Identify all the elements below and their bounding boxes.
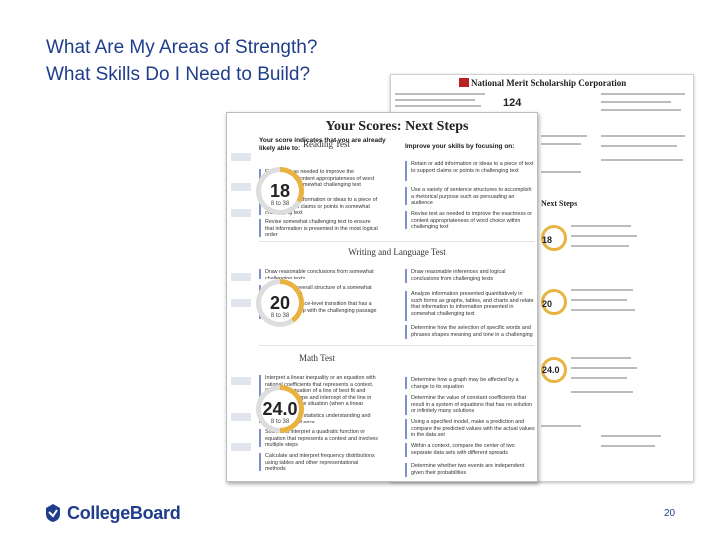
- writing-improve-2: Analyze information presented quantitati…: [405, 291, 535, 321]
- lead-left: Your score indicates that you are alread…: [259, 137, 386, 152]
- back-text-line: [571, 225, 631, 227]
- reading-score: 18: [269, 181, 291, 201]
- back-page-header: National Merit Scholarship Corporation: [471, 78, 627, 88]
- lead-right: Improve your skills by focusing on:: [405, 143, 515, 150]
- reading-score-gauge: [256, 167, 304, 215]
- math-score-range: 8 to 38: [270, 419, 290, 425]
- writing-score-range: 8 to 38: [270, 313, 290, 319]
- slide-title-line-2: What Skills Do I Need to Build?: [46, 64, 311, 85]
- back-score-writing: 20: [542, 299, 553, 309]
- back-text-line: [395, 105, 481, 107]
- back-text-line: [541, 135, 587, 137]
- back-text-line: [601, 101, 671, 103]
- section-divider: [259, 345, 535, 346]
- strip-marker: [231, 413, 251, 421]
- back-text-line: [601, 135, 685, 137]
- writing-score: 20: [269, 293, 291, 313]
- math-improve-1: Determine how a graph may be affected by…: [405, 377, 535, 389]
- math-strength-4: Calculate and interpret frequency distri…: [259, 453, 379, 471]
- back-text-line: [571, 289, 633, 291]
- collegeboard-logo: CollegeBoard: [44, 500, 181, 526]
- next-steps-content: Your Scores: Next Steps Your score indic…: [255, 113, 537, 481]
- writing-score-gauge: [256, 279, 304, 327]
- reading-strength-3: Revise somewhat challenging text to ensu…: [259, 219, 379, 237]
- reading-improve-3: Revise text as needed to improve the exa…: [405, 211, 535, 229]
- back-text-line: [601, 93, 685, 95]
- math-score: 24.0: [262, 399, 298, 419]
- back-text-line: [601, 445, 655, 447]
- reading-improve-2: Use a variety of sentence structures to …: [405, 187, 535, 205]
- back-text-line: [571, 309, 635, 311]
- math-strength-1: Interpret a linear inequality or an equa…: [259, 375, 379, 407]
- back-text-line: [571, 391, 633, 393]
- writing-improve-3: Determine how the selection of specific …: [405, 325, 535, 339]
- back-score-math: 24.0: [542, 365, 560, 375]
- slide-title-line-1: What Are My Areas of Strength?: [46, 37, 318, 58]
- back-text-line: [541, 425, 581, 427]
- back-text-line: [395, 93, 485, 95]
- back-score-gauge: [541, 289, 567, 315]
- strip-marker: [231, 183, 251, 191]
- back-page-section-title: Next Steps: [541, 199, 578, 208]
- doc-title: Your Scores: Next Steps: [325, 119, 469, 134]
- math-improve-2: Determine the value of constant coeffici…: [405, 395, 535, 415]
- reading-improve-1: Retain or add information or ideas to a …: [405, 161, 535, 181]
- section-name-math: Math Test: [299, 353, 335, 363]
- strip-marker: [231, 153, 251, 161]
- back-text-line: [541, 171, 581, 173]
- back-text-line: [601, 159, 683, 161]
- next-steps-page: Your Scores: Next Steps Your score indic…: [226, 112, 538, 482]
- back-text-line: [571, 299, 627, 301]
- back-text-line: [601, 109, 681, 111]
- strip-marker: [231, 443, 251, 451]
- math-strength-3: Solve and interpret a quadratic function…: [259, 429, 379, 447]
- section-name-writing: Writing and Language Test: [348, 247, 446, 257]
- nmsc-logo: [459, 78, 469, 87]
- back-text-line: [571, 357, 631, 359]
- section-divider: [259, 241, 535, 242]
- math-improve-3: Using a specified model, make a predicti…: [405, 419, 535, 439]
- math-improve-4: Within a context, compare the center of …: [405, 443, 535, 457]
- left-margin-strip: [227, 113, 255, 481]
- back-text-line: [601, 435, 661, 437]
- section-name-reading: Reading Test: [303, 139, 350, 149]
- collegeboard-wordmark: CollegeBoard: [67, 502, 181, 523]
- slide-title: What Are My Areas of Strength? What Skil…: [46, 34, 406, 88]
- reading-score-range: 8 to 38: [270, 201, 290, 207]
- writing-strength-1: Draw reasonable conclusions from somewha…: [259, 269, 379, 279]
- acorn-icon: [46, 504, 60, 522]
- back-score-gauge: [541, 225, 567, 251]
- page-number: 20: [664, 508, 676, 519]
- back-page-score: 124: [503, 97, 522, 109]
- strip-marker: [231, 273, 251, 281]
- math-improve-5: Determine whether two events are indepen…: [405, 463, 535, 477]
- back-text-line: [571, 367, 637, 369]
- back-score-gauge: [541, 357, 567, 383]
- back-text-line: [571, 245, 629, 247]
- back-score-reading: 18: [542, 235, 553, 245]
- back-text-line: [601, 145, 677, 147]
- strip-marker: [231, 299, 251, 307]
- writing-improve-1: Draw reasonable inferences and logical c…: [405, 269, 535, 283]
- back-text-line: [541, 143, 581, 145]
- back-text-line: [395, 99, 475, 101]
- back-text-line: [571, 235, 637, 237]
- strip-marker: [231, 377, 251, 385]
- strip-marker: [231, 209, 251, 217]
- math-score-gauge: [256, 385, 304, 433]
- back-text-line: [571, 377, 627, 379]
